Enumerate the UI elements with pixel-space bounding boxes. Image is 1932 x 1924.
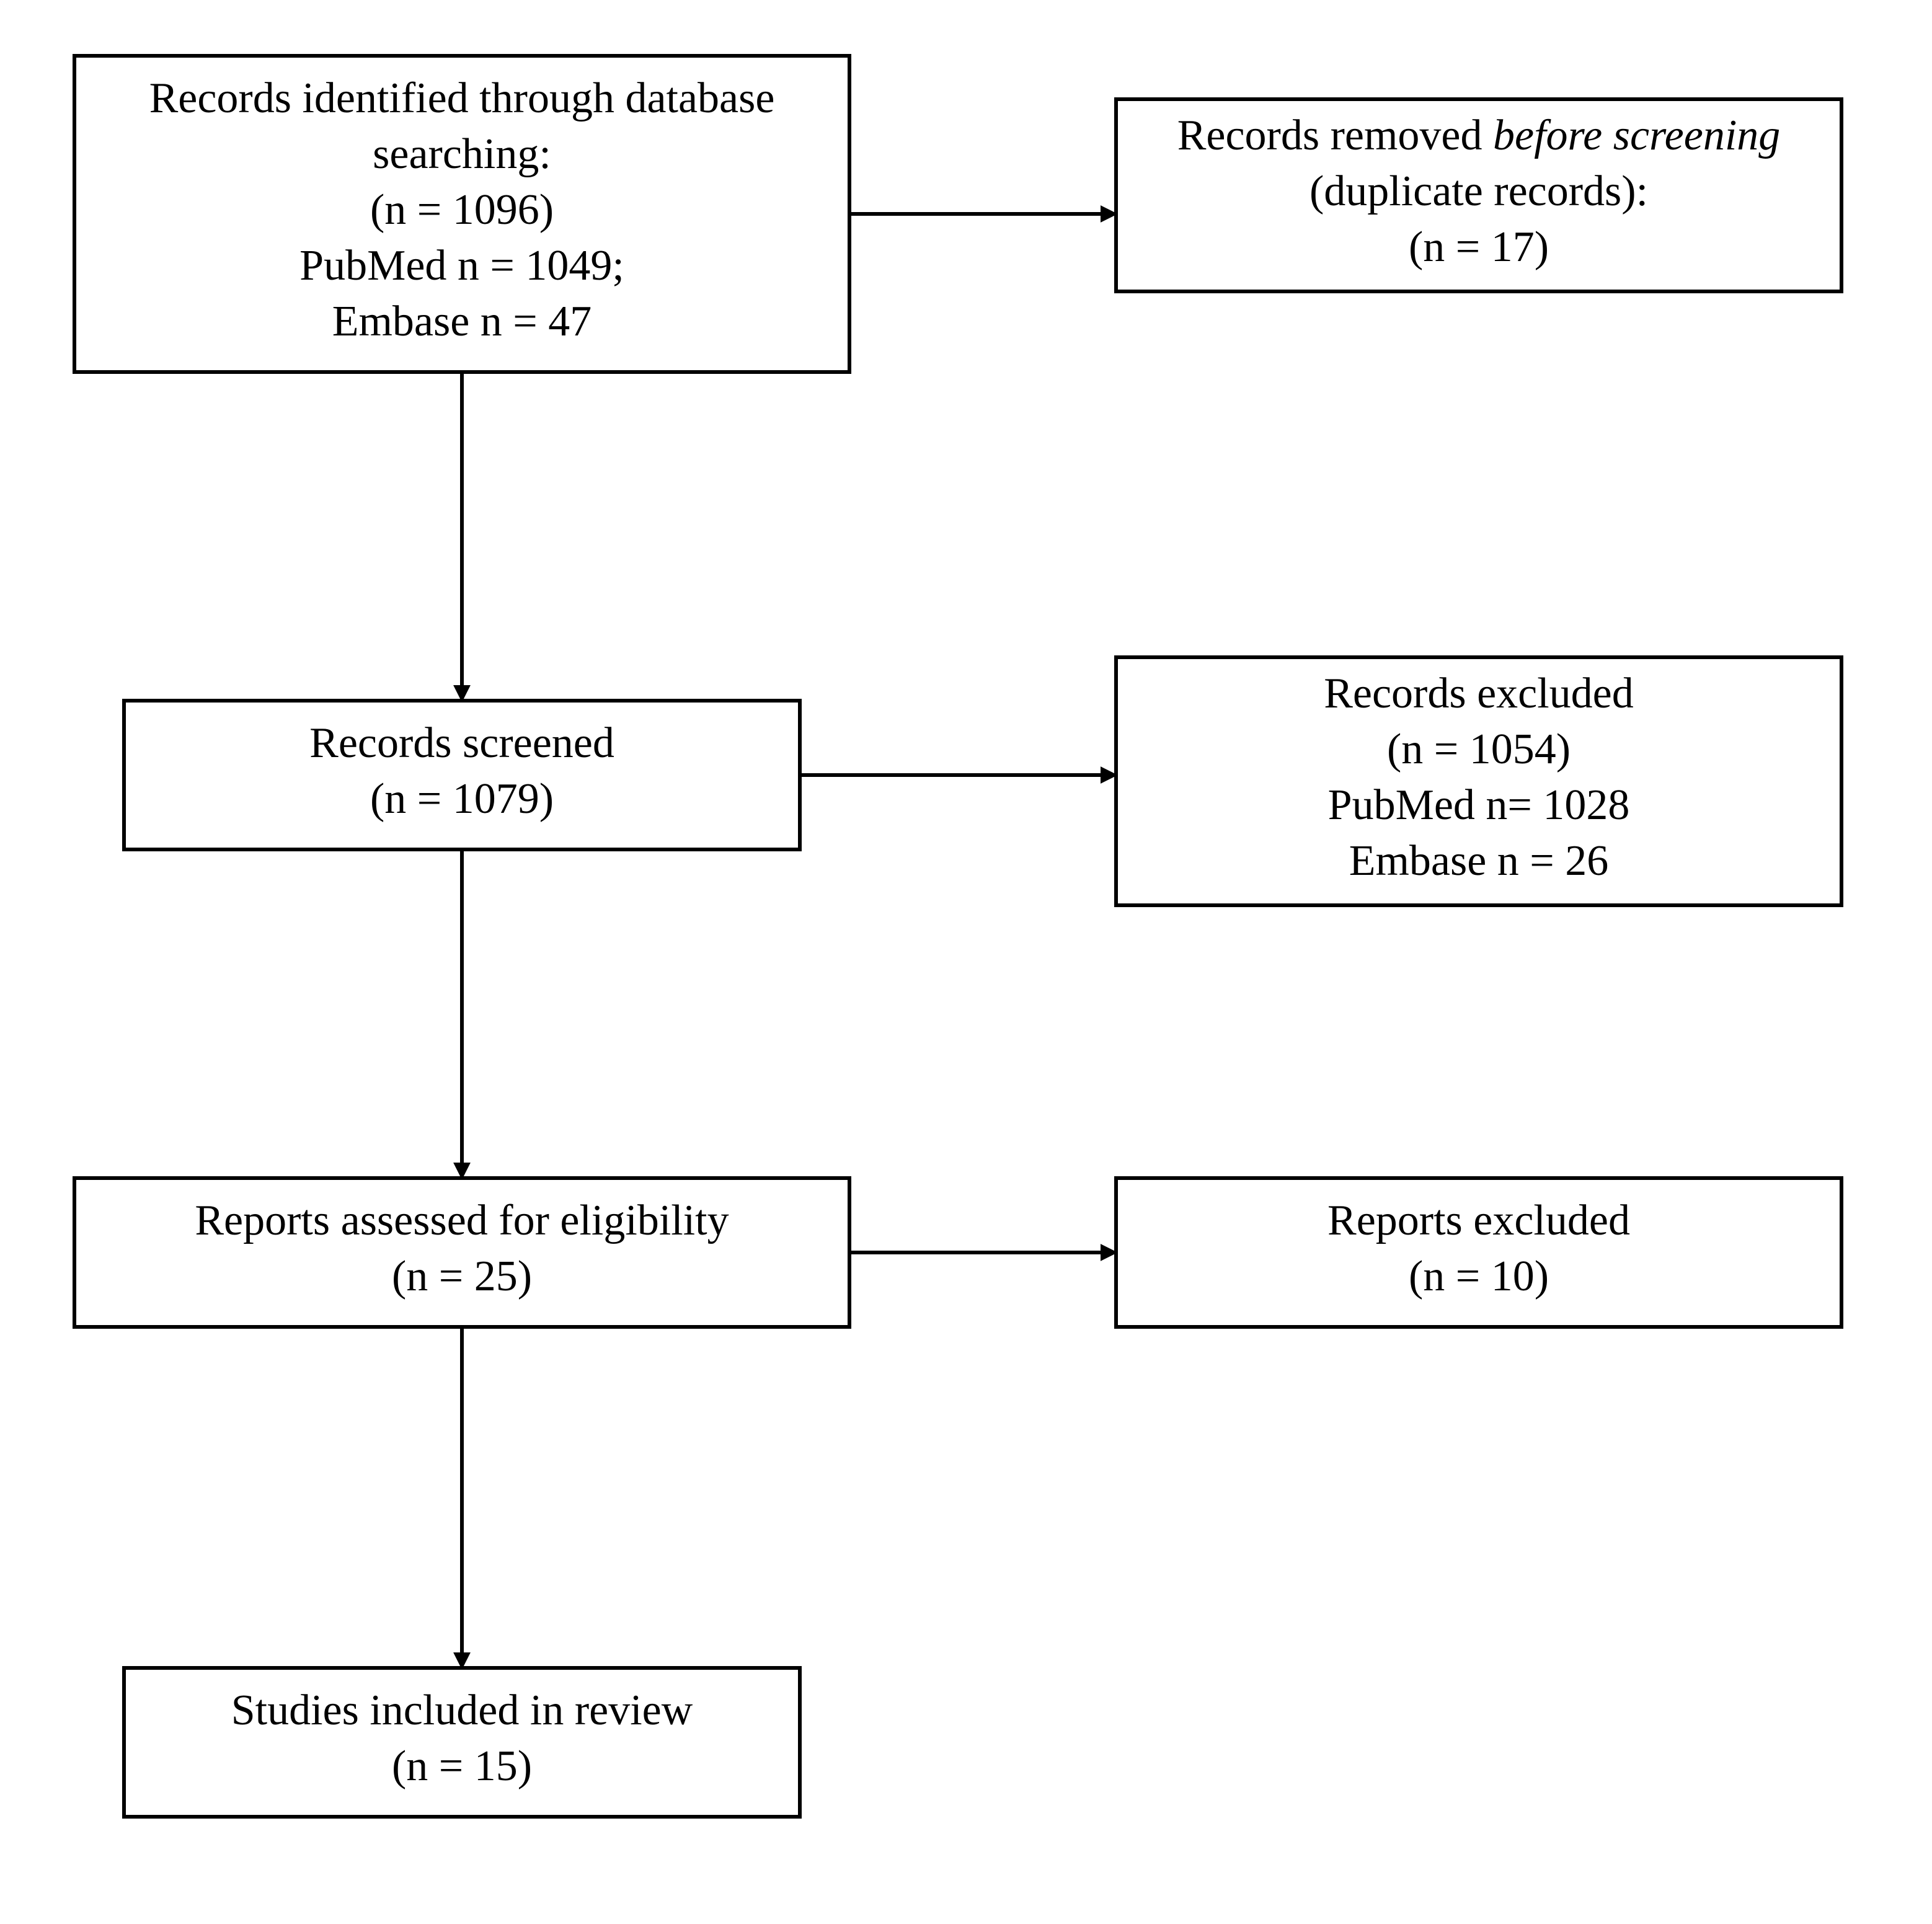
label-included-line-1: (n = 15) bbox=[392, 1742, 532, 1790]
label-removed-line-2: (n = 17) bbox=[1409, 223, 1549, 271]
box-excluded_reports: Reports excluded (n = 10) bbox=[1116, 1178, 1841, 1327]
prisma-flowchart: Records identified through database searc… bbox=[0, 0, 1932, 1924]
label-identified-line-0: Records identified through database bbox=[149, 74, 775, 122]
label-removed-line-1: (duplicate records): bbox=[1309, 167, 1648, 215]
box-eligibility: Reports assessed for eligibility (n = 25) bbox=[74, 1178, 849, 1327]
label-excluded_records-line-2: PubMed n= 1028 bbox=[1328, 781, 1630, 829]
box-excluded_records: Records excluded (n = 1054) PubMed n= 1028… bbox=[1116, 657, 1841, 905]
label-identified-line-4: Embase n = 47 bbox=[332, 298, 592, 345]
label-screened-line-0: Records screened bbox=[309, 719, 614, 767]
box-screened: Records screened (n = 1079) bbox=[124, 701, 800, 849]
label-excluded_records-line-0: Records excluded bbox=[1324, 670, 1634, 717]
label-eligibility-line-0: Reports assessed for eligibility bbox=[195, 1197, 729, 1244]
label-identified-line-2: (n = 1096) bbox=[370, 186, 554, 234]
box-included: Studies included in review (n = 15) bbox=[124, 1668, 800, 1817]
label-included-line-0: Studies included in review bbox=[231, 1687, 693, 1734]
label-excluded_records-line-3: Embase n = 26 bbox=[1349, 837, 1609, 885]
label-removed-line-0: Records removed before screening bbox=[1177, 112, 1781, 159]
label-eligibility-line-1: (n = 25) bbox=[392, 1252, 532, 1300]
label-identified-line-1: searching: bbox=[373, 130, 551, 178]
box-identified: Records identified through database searc… bbox=[74, 56, 849, 372]
label-screened-line-1: (n = 1079) bbox=[370, 775, 554, 823]
label-excluded_reports-line-1: (n = 10) bbox=[1409, 1252, 1549, 1300]
label-identified-line-3: PubMed n = 1049; bbox=[299, 242, 624, 290]
label-excluded_reports-line-0: Reports excluded bbox=[1327, 1197, 1630, 1244]
box-removed: Records removed before screening (duplica… bbox=[1116, 99, 1841, 291]
label-excluded_records-line-1: (n = 1054) bbox=[1387, 725, 1571, 773]
